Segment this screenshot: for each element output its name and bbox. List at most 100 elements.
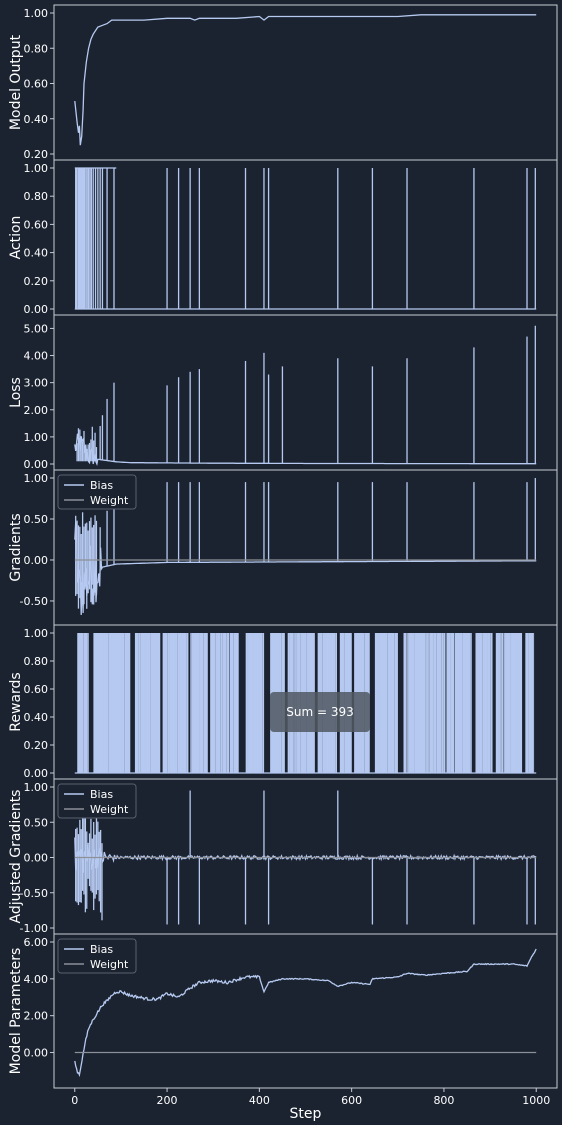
reward-bar <box>184 633 186 773</box>
reward-bar <box>428 633 430 773</box>
reward-bar <box>203 633 205 773</box>
reward-bar <box>120 633 122 773</box>
reward-bar <box>520 633 522 773</box>
plot-area <box>74 948 537 1078</box>
reward-bar <box>505 633 507 773</box>
y-tick-label: 1.00 <box>24 7 49 20</box>
reward-bar <box>143 633 145 773</box>
reward-bar <box>508 633 510 773</box>
reward-bar <box>438 633 440 773</box>
reward-bar <box>252 633 254 773</box>
reward-bar <box>113 633 115 773</box>
reward-bar <box>390 633 392 773</box>
y-tick-label: 0.20 <box>24 275 49 288</box>
reward-bar <box>515 633 517 773</box>
reward-bar <box>510 633 512 773</box>
reward-bar <box>379 633 381 773</box>
reward-bar <box>440 633 442 773</box>
reward-bar <box>439 633 440 773</box>
reward-bar <box>463 633 465 773</box>
reward-bar <box>103 633 105 773</box>
reward-bar <box>218 633 220 773</box>
reward-bar <box>419 633 421 773</box>
reward-bar <box>409 633 411 773</box>
reward-bar <box>262 633 264 773</box>
reward-bar <box>134 633 136 773</box>
reward-bar <box>141 633 143 773</box>
reward-bar <box>193 633 195 773</box>
reward-bar <box>216 633 218 773</box>
reward-bar <box>233 633 235 773</box>
reward-bar <box>178 633 180 773</box>
reward-bar <box>393 633 395 773</box>
reward-bar <box>404 633 406 773</box>
reward-bar <box>481 633 483 773</box>
reward-bar <box>79 633 81 773</box>
reward-bar <box>505 633 507 773</box>
reward-bar <box>375 633 377 773</box>
reward-bar <box>233 633 235 773</box>
y-axis-label: Model Output <box>8 34 24 130</box>
reward-bar <box>531 633 533 773</box>
reward-bar <box>175 633 177 773</box>
reward-bar <box>183 633 185 773</box>
reward-bar <box>245 633 247 773</box>
reward-bar <box>109 633 111 773</box>
reward-bar <box>237 633 239 773</box>
reward-bar <box>417 633 419 773</box>
reward-bar <box>385 633 386 773</box>
reward-bar <box>391 633 392 773</box>
reward-bar <box>140 633 142 773</box>
reward-bar <box>514 633 516 773</box>
reward-bar <box>490 633 492 773</box>
reward-bar <box>237 633 239 773</box>
reward-bar <box>422 633 424 773</box>
reward-bar <box>127 633 129 773</box>
reward-bar <box>115 633 117 773</box>
reward-bar <box>481 633 483 773</box>
panel-gradients: -0.50 0.00 0.50 1.00 Gradients Bias Weight <box>8 469 558 626</box>
reward-bar <box>199 633 200 773</box>
reward-bar <box>114 633 116 773</box>
reward-bar <box>421 633 423 773</box>
reward-bar <box>163 633 165 773</box>
reward-bar <box>210 633 212 773</box>
loss-line <box>74 433 537 467</box>
reward-bar <box>450 633 452 773</box>
reward-bar <box>392 633 394 773</box>
reward-bar <box>159 633 161 773</box>
reward-bar <box>457 633 458 773</box>
reward-bar <box>135 633 137 773</box>
reward-bar <box>158 633 160 773</box>
reward-bar <box>375 633 377 773</box>
reward-bar <box>224 633 226 773</box>
reward-bar <box>215 633 217 773</box>
reward-bar <box>438 633 440 773</box>
reward-bar <box>500 633 502 773</box>
reward-bar <box>219 633 221 773</box>
reward-bar <box>154 633 156 773</box>
reward-bar <box>516 633 517 773</box>
y-tick-label: 0.00 <box>24 303 49 316</box>
reward-bar <box>477 633 479 773</box>
reward-bar <box>478 633 480 773</box>
reward-bar <box>506 633 508 773</box>
reward-bar <box>231 633 233 773</box>
reward-bar <box>261 633 263 773</box>
reward-bar <box>498 633 500 773</box>
y-tick-label: 0.60 <box>24 78 49 91</box>
reward-bar <box>507 633 509 773</box>
reward-bar <box>101 633 103 773</box>
reward-bar <box>488 633 490 773</box>
reward-bar <box>143 633 145 773</box>
reward-bar <box>435 633 437 773</box>
reward-bar <box>123 633 125 773</box>
reward-bar <box>108 633 110 773</box>
reward-bar <box>531 633 533 773</box>
reward-bar <box>484 633 486 773</box>
reward-bar <box>228 633 230 773</box>
reward-bar <box>165 633 167 773</box>
reward-bar <box>220 633 222 773</box>
reward-bar <box>249 633 251 773</box>
y-tick-label: 1.00 <box>24 627 49 640</box>
